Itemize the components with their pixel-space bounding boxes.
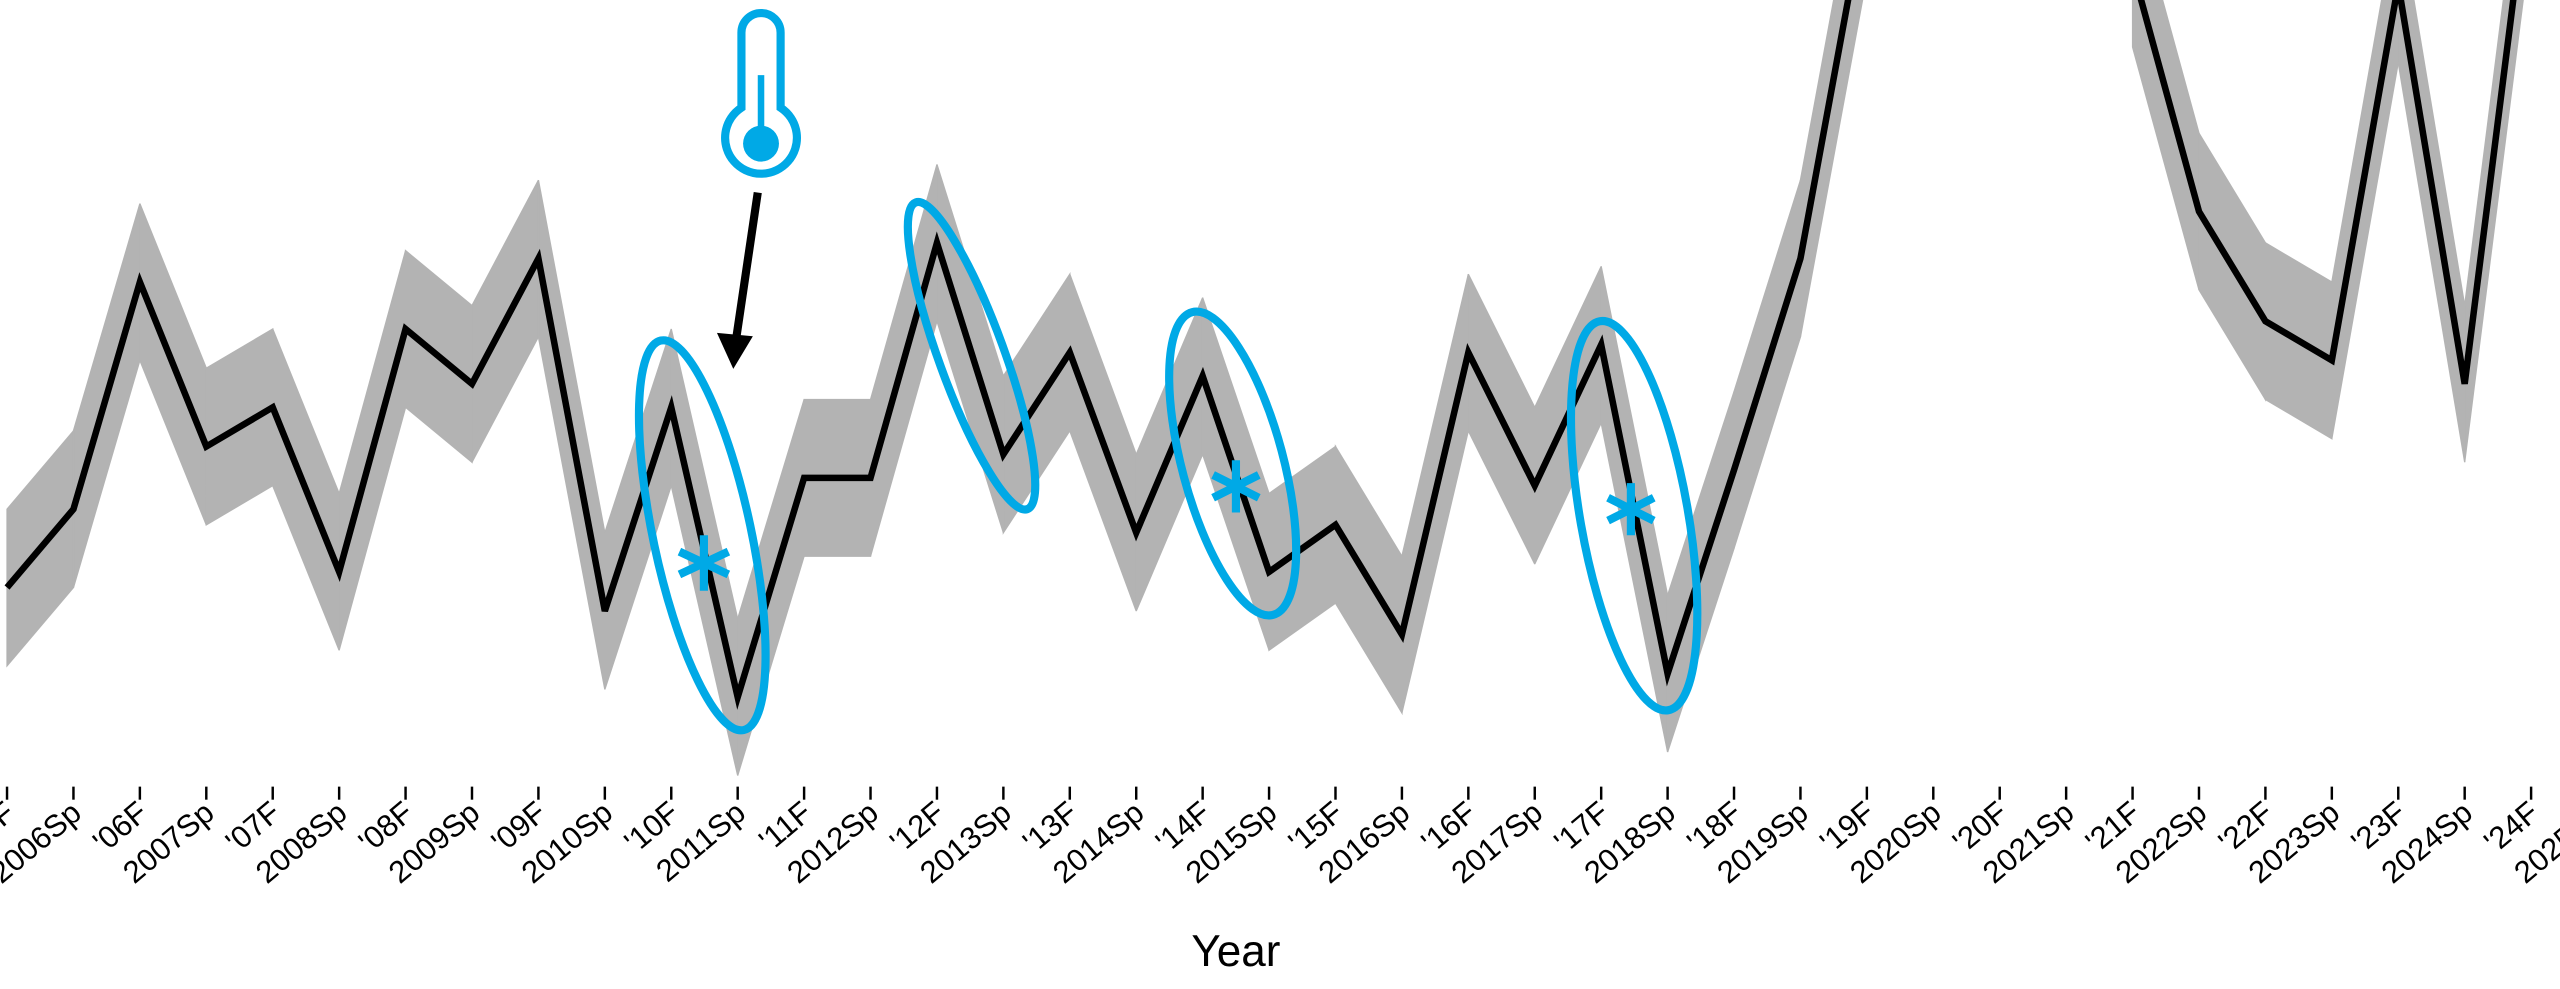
highlight-ellipse <box>903 197 1040 514</box>
asterisk <box>677 460 1656 591</box>
series-line <box>4 0 1852 710</box>
band-layer <box>6 0 2524 776</box>
annotations <box>634 9 1702 735</box>
confidence-band <box>1799 0 1864 337</box>
thermometer-icon <box>721 9 801 178</box>
confidence-band <box>2131 0 2200 291</box>
line-layer <box>4 0 2517 710</box>
confidence-band <box>2397 0 2466 463</box>
arrow <box>716 191 762 369</box>
highlight-ellipse <box>1566 316 1702 715</box>
highlight-ellipse <box>634 336 770 735</box>
confidence-band <box>2331 0 2399 439</box>
x-axis-title: Year <box>1191 927 1280 976</box>
series-line <box>2137 0 2517 385</box>
x-tick-label: 2006Sp <box>0 795 88 891</box>
highlight-ellipse <box>1165 307 1301 620</box>
confidence-band <box>2464 0 2524 463</box>
axis-layer: '05F2006Sp'06F2007Sp'07F2008Sp'08F2009Sp… <box>0 786 2560 891</box>
